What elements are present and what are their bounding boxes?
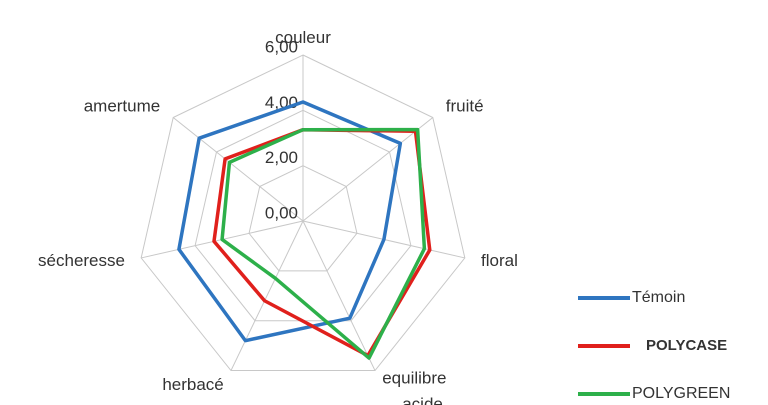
- legend-label: Témoin: [632, 289, 685, 306]
- grid-ring: [140, 54, 466, 372]
- spoke: [172, 117, 304, 222]
- legend-label: POLYCASE: [646, 337, 727, 354]
- spoke: [302, 117, 434, 222]
- legend-label: POLYGREEN: [632, 385, 730, 402]
- grid-ring: [248, 165, 358, 272]
- category-label: amertume: [84, 97, 161, 116]
- spoke: [230, 220, 304, 371]
- spoke: [302, 220, 376, 371]
- category-label: herbacé: [162, 375, 223, 394]
- series-line: [177, 100, 403, 343]
- series-line: [220, 127, 427, 360]
- category-label: equilibre acide: [382, 369, 446, 405]
- category-label: floral: [481, 251, 518, 270]
- category-label: couleur: [275, 28, 331, 47]
- r-tick-label: 6,00: [265, 37, 298, 56]
- r-tick-label: 0,00: [265, 203, 298, 222]
- r-tick-label: 2,00: [265, 148, 298, 167]
- category-label: fruité: [446, 97, 484, 116]
- category-label: sécheresse: [38, 251, 125, 270]
